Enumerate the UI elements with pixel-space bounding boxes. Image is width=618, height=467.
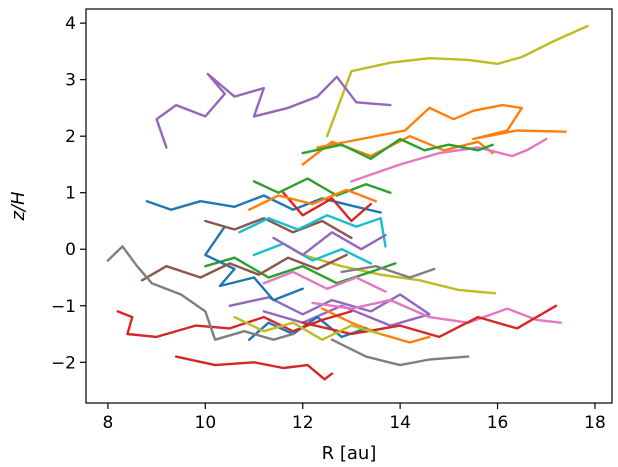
- trajectory-26: [252, 177, 392, 197]
- trajectory-2: [301, 253, 497, 295]
- y-tick-label: 3: [65, 71, 76, 91]
- x-axis-label: R [au]: [322, 443, 377, 464]
- trajectory-11: [204, 256, 397, 285]
- trajectory-5: [316, 103, 567, 149]
- trajectory-19: [204, 216, 353, 240]
- x-tick-label: 16: [487, 413, 509, 433]
- x-axis-ticks: 8 10 12 14 16 18: [103, 403, 606, 433]
- trajectory-17: [301, 304, 558, 339]
- trajectory-1: [325, 24, 589, 138]
- trajectory-24: [252, 242, 373, 265]
- trajectory-15: [116, 310, 353, 339]
- trajectory-12: [145, 194, 382, 214]
- trajectory-28: [272, 231, 387, 257]
- trajectory-29: [262, 270, 387, 293]
- series-layer: [106, 24, 589, 381]
- trajectory-30: [247, 188, 377, 211]
- trajectory-20: [106, 245, 295, 341]
- trajectory-8: [350, 137, 548, 183]
- plot-frame: [85, 8, 613, 404]
- trajectory-3: [155, 72, 392, 149]
- y-axis-label: z/H: [8, 191, 29, 222]
- trajectory-27: [282, 191, 373, 223]
- y-tick-label: 2: [65, 127, 76, 147]
- y-tick-label: 4: [65, 14, 76, 34]
- y-tick-label: 1: [65, 184, 76, 204]
- y-tick-label: −2: [51, 353, 76, 373]
- trajectory-21: [330, 338, 470, 367]
- x-tick-label: 18: [584, 413, 606, 433]
- trajectory-25: [233, 315, 382, 341]
- x-tick-label: 8: [103, 413, 114, 433]
- trajectory-22: [340, 265, 436, 279]
- trajectory-10: [301, 137, 494, 161]
- x-tick-label: 10: [195, 413, 217, 433]
- trajectory-6: [301, 134, 494, 166]
- x-tick-label: 14: [389, 413, 411, 433]
- trajectory-9: [311, 298, 563, 324]
- y-axis-ticks: −2 −1 0 1 2 3 4: [51, 14, 86, 373]
- trajectory-23: [238, 214, 387, 248]
- y-tick-label: 0: [65, 240, 76, 260]
- trajectory-13: [204, 225, 304, 302]
- x-tick-label: 12: [292, 413, 314, 433]
- trajectory-18: [140, 253, 348, 282]
- trajectory-16: [174, 355, 334, 381]
- y-tick-label: −1: [51, 297, 76, 317]
